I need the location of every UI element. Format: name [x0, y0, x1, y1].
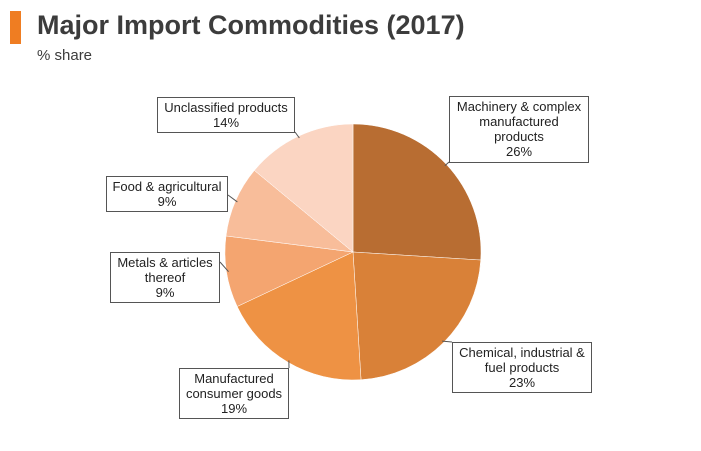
slice-label-text: consumer goods	[185, 386, 283, 401]
slice-label: Unclassified products 14%	[157, 97, 295, 133]
slice-label-text: Metals & articles	[117, 255, 213, 270]
slice-label-text: Chemical, industrial &	[459, 345, 585, 360]
slice-label: Food & agricultural 9%	[106, 176, 228, 212]
slice-value-label: 9%	[157, 194, 177, 209]
leader-line	[294, 131, 300, 139]
slice-label: Machinery & complex manufactured products 2…	[449, 96, 589, 163]
chart-subtitle: % share	[37, 47, 93, 64]
slice-label: Metals & articles thereof 9%	[110, 252, 220, 303]
slice-value-label: 26%	[505, 144, 533, 159]
slice-label-text: thereof	[144, 270, 186, 285]
slice-label-text: fuel products	[484, 360, 560, 375]
slice-label-text: manufactured	[479, 114, 559, 129]
slice-value-label: 14%	[212, 115, 240, 130]
leader-line	[219, 261, 229, 273]
chart-title: Major Import Commodities (2017)	[37, 10, 465, 40]
slice-label-text: Machinery & complex	[456, 99, 582, 114]
leader-line	[444, 161, 450, 167]
slice-value-label: 9%	[155, 285, 175, 300]
pie-slice	[236, 251, 362, 381]
leader-line	[442, 340, 453, 343]
slice-label: Manufactured consumer goods 19%	[179, 368, 289, 419]
slice-label-text: products	[494, 129, 544, 144]
title-accent-bar	[10, 11, 21, 44]
slice-label: Chemical, industrial & fuel products 23%	[452, 342, 592, 393]
leader-line	[227, 194, 238, 203]
slice-label-text: Manufactured	[194, 371, 274, 386]
slice-value-label: 19%	[220, 401, 248, 416]
slice-value-label: 23%	[508, 375, 536, 390]
pie-slice	[352, 251, 482, 381]
slice-label-text: Food & agricultural	[112, 179, 222, 194]
slice-label-text: Unclassified products	[164, 100, 288, 115]
